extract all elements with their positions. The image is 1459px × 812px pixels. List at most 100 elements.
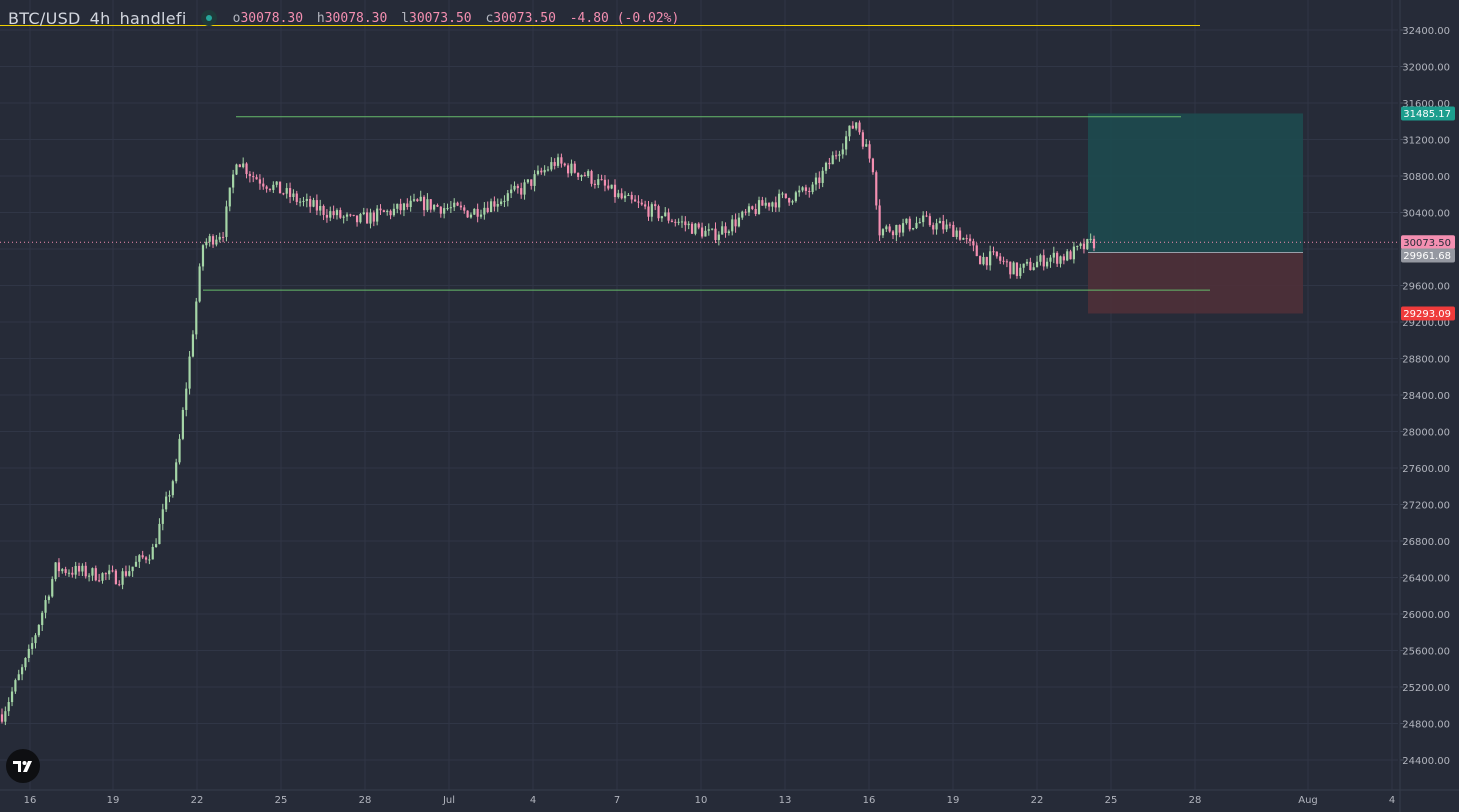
candle-body: [932, 225, 935, 230]
candle-body: [1059, 256, 1062, 264]
candle-body: [573, 163, 576, 173]
candle-body: [848, 125, 851, 137]
candle-body: [342, 216, 345, 218]
candle-body: [369, 212, 372, 224]
x-tick-label: 22: [1031, 795, 1044, 806]
candle-body: [546, 169, 550, 171]
candle-body: [345, 214, 349, 217]
y-tick-label: 29200.00: [1402, 318, 1450, 329]
close-key: c: [485, 10, 494, 26]
candle-body: [845, 136, 848, 150]
low-value: 30073.50: [409, 10, 472, 26]
entry-price-label: 29961.68: [1403, 251, 1451, 262]
candle-body: [680, 221, 684, 223]
y-tick-label: 30400.00: [1402, 209, 1450, 220]
candle-body: [858, 122, 861, 133]
candle-body: [402, 203, 406, 211]
candle-body: [580, 175, 583, 177]
candle-body: [1022, 263, 1025, 268]
candle-body: [466, 210, 469, 218]
candle-body: [463, 207, 466, 211]
candle-body: [1066, 251, 1069, 261]
candle-body: [94, 568, 97, 581]
candle-body: [771, 202, 774, 207]
candle-body: [1089, 238, 1092, 240]
candle-body: [67, 572, 71, 574]
candle-body: [161, 509, 164, 524]
interval-label[interactable]: 4h: [89, 8, 111, 28]
candle-body: [989, 251, 992, 266]
profit-zone[interactable]: [1088, 113, 1303, 253]
loss-zone[interactable]: [1088, 252, 1303, 314]
candle-body: [201, 245, 205, 267]
candle-body: [121, 571, 124, 585]
candle-body: [520, 188, 523, 195]
candle-body: [798, 190, 801, 193]
candle-body: [185, 388, 188, 410]
x-tick-label: 4: [1389, 795, 1395, 806]
candle-body: [386, 210, 389, 212]
candle-body: [84, 565, 87, 577]
candle-body: [811, 184, 814, 193]
candle-body: [349, 214, 352, 216]
low-key: l: [401, 10, 409, 26]
candle-body: [309, 198, 312, 207]
candle-body: [908, 218, 911, 230]
candle-body: [1002, 260, 1005, 262]
candle-body: [670, 220, 674, 222]
candle-body: [660, 216, 663, 219]
candle-body: [644, 204, 647, 207]
market-status-icon[interactable]: [200, 10, 217, 26]
candle-body: [878, 205, 881, 236]
candle-body: [195, 301, 198, 335]
candle-body: [382, 210, 385, 212]
x-tick-label: 22: [191, 795, 204, 806]
y-tick-label: 31600.00: [1402, 99, 1450, 110]
candle-body: [154, 544, 158, 547]
candle-body: [57, 562, 61, 572]
candle-body: [513, 185, 516, 190]
x-tick-label: Jul: [442, 795, 455, 806]
candle-body: [101, 573, 104, 581]
candle-body: [613, 184, 617, 198]
candle-body: [536, 170, 540, 175]
candle-body: [731, 219, 734, 232]
candle-body: [134, 561, 138, 567]
candle-body: [714, 228, 717, 241]
candle-body: [118, 584, 121, 586]
candle-body: [302, 200, 305, 202]
candle-body: [1015, 262, 1019, 276]
candle-body: [1046, 261, 1049, 267]
candle-body: [995, 251, 998, 257]
x-tick-label: 4: [530, 795, 536, 806]
tradingview-logo[interactable]: [6, 749, 40, 783]
candle-body: [443, 208, 446, 214]
candle-body: [205, 241, 208, 246]
y-tick-label: 32000.00: [1402, 63, 1450, 74]
x-tick-label: 13: [779, 795, 792, 806]
candle-body: [700, 227, 704, 237]
candle-body: [352, 214, 355, 216]
candle-body: [47, 596, 50, 601]
candle-body: [20, 667, 24, 675]
candle-body: [81, 565, 84, 572]
candle-body: [41, 612, 44, 626]
symbol-name[interactable]: BTC/USD: [8, 8, 81, 28]
candle-body: [1029, 261, 1032, 271]
candle-body: [131, 566, 134, 572]
candle-body: [1019, 267, 1022, 276]
candle-body: [804, 187, 808, 191]
candle-body: [476, 208, 479, 217]
candle-body: [148, 559, 151, 561]
candle-body: [677, 221, 680, 223]
x-tick-label: 16: [24, 795, 37, 806]
candle-body: [1086, 239, 1089, 250]
candle-body: [329, 211, 332, 218]
candle-body: [711, 228, 714, 230]
candle-body: [34, 635, 37, 644]
candle-body: [985, 256, 988, 266]
candle-body: [255, 177, 258, 180]
candle-body: [761, 200, 764, 206]
